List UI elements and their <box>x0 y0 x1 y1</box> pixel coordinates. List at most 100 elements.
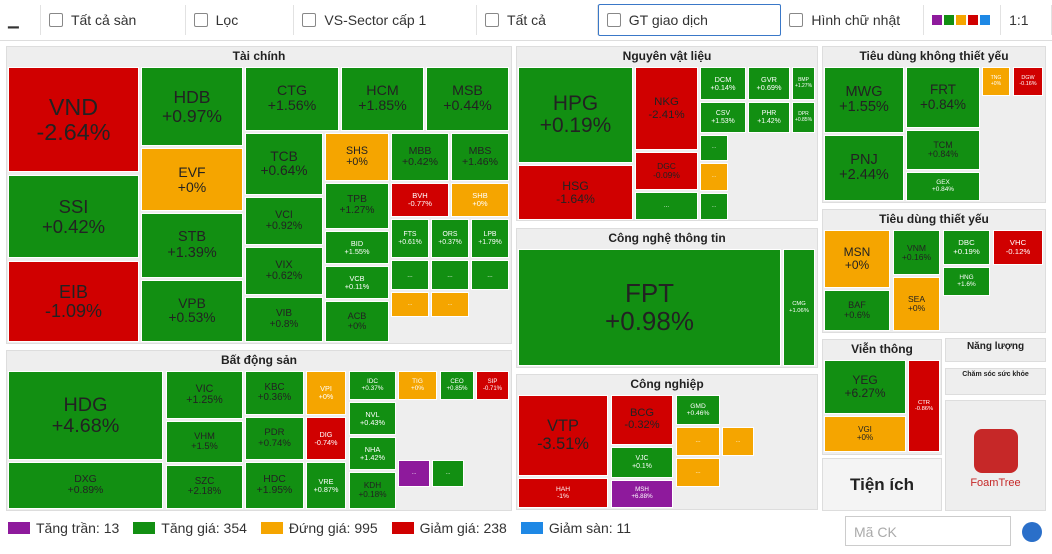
stock-tile[interactable]: FPT +0.98% <box>518 249 781 366</box>
stock-tile[interactable]: VJC +0.1% <box>611 447 673 478</box>
stock-tile[interactable]: SEA +0% <box>893 277 940 331</box>
stock-tile[interactable]: MBS +1.46% <box>451 133 509 181</box>
stock-tile[interactable]: VPB +0.53% <box>141 280 243 342</box>
stock-tile[interactable]: ... <box>722 427 754 456</box>
stock-tile[interactable]: CEO +0.85% <box>440 371 474 400</box>
stock-tile[interactable]: VNM +0.16% <box>893 230 940 275</box>
stock-tile[interactable]: BID +1.55% <box>325 231 389 264</box>
stock-tile[interactable]: DGW -0.16% <box>1013 67 1043 96</box>
stock-tile[interactable]: VCB +0.11% <box>325 266 389 299</box>
stock-tile[interactable]: TIG +0% <box>398 371 437 400</box>
stock-tile[interactable]: SIP -0.71% <box>476 371 509 400</box>
stock-tile[interactable]: HAH -1% <box>518 478 608 508</box>
stock-tile[interactable]: HCM +1.85% <box>341 67 424 131</box>
stock-tile[interactable]: ACB +0% <box>325 301 389 342</box>
stock-tile[interactable]: CTR -0.86% <box>908 360 940 452</box>
stock-tile[interactable]: MSB +0.44% <box>426 67 509 131</box>
toolbar-item[interactable]: Tất cả sàn <box>41 5 186 35</box>
stock-tile[interactable]: HSG -1.64% <box>518 165 633 220</box>
stock-tile[interactable]: VCI +0.92% <box>245 197 323 245</box>
stock-tile[interactable]: BAF +0.6% <box>824 290 890 331</box>
stock-tile[interactable]: ... <box>431 260 469 290</box>
stock-tile[interactable]: VRE +0.87% <box>306 462 346 509</box>
stock-tile[interactable]: MBB +0.42% <box>391 133 449 181</box>
stock-tile[interactable]: VIB +0.8% <box>245 297 323 342</box>
stock-tile[interactable]: VIX +0.62% <box>245 247 323 295</box>
stock-tile[interactable]: ... <box>635 192 698 220</box>
stock-tile[interactable]: SHS +0% <box>325 133 389 181</box>
stock-tile[interactable]: NKG -2.41% <box>635 67 698 150</box>
stock-tile[interactable]: ... <box>700 163 728 191</box>
stock-tile[interactable]: NHA +1.42% <box>349 437 396 470</box>
stock-tile[interactable]: SZC +2.18% <box>166 465 243 509</box>
toolbar-item[interactable]: Lọc <box>186 5 295 35</box>
stock-tile[interactable]: LPB +1.79% <box>471 219 509 258</box>
stock-tile[interactable]: BMP +1.27% <box>792 67 815 100</box>
sector[interactable]: Tiện ích <box>822 458 942 511</box>
stock-tile[interactable]: FRT +0.84% <box>906 67 980 128</box>
toolbar-item[interactable]: Tất cả <box>477 5 598 35</box>
stock-tile[interactable]: DBC +0.19% <box>943 230 990 265</box>
stock-tile[interactable]: MSH +6.88% <box>611 480 673 508</box>
stock-tile[interactable]: FTS +0.61% <box>391 219 429 258</box>
stock-tile[interactable]: ... <box>431 292 469 317</box>
stock-tile[interactable]: ... <box>471 260 509 290</box>
toolbar-item[interactable]: GT giao dịch <box>597 4 782 36</box>
legend-item[interactable]: Giảm giá: 238 <box>391 520 507 536</box>
stock-tile[interactable]: HNG +1.6% <box>943 267 990 296</box>
stock-tile[interactable]: MSN +0% <box>824 230 890 288</box>
stock-tile[interactable]: TCB +0.64% <box>245 133 323 195</box>
stock-tile[interactable]: DCM +0.14% <box>700 67 746 100</box>
stock-tile[interactable]: ... <box>432 460 464 487</box>
legend-item[interactable]: Tăng giá: 354 <box>133 520 247 536</box>
stock-tile[interactable]: HDG +4.68% <box>8 371 163 460</box>
stock-tile[interactable]: STB +1.39% <box>141 213 243 278</box>
stock-tile[interactable]: CMG +1.06% <box>783 249 815 366</box>
toolbar-item[interactable]: Hình chữ nhật <box>781 5 925 35</box>
stock-tile[interactable]: ... <box>391 260 429 290</box>
stock-tile[interactable]: CSV +1.53% <box>700 102 746 133</box>
stock-tile[interactable]: TNG +0% <box>982 67 1010 96</box>
stock-tile[interactable]: DIG -0.74% <box>306 417 346 460</box>
stock-tile[interactable]: ... <box>676 458 720 487</box>
stock-tile[interactable]: VHC -0.12% <box>993 230 1043 265</box>
stock-tile[interactable]: DPR +0.85% <box>792 102 815 133</box>
globe-icon[interactable] <box>1022 522 1042 542</box>
stock-tile[interactable]: VPI +0% <box>306 371 346 415</box>
stock-tile[interactable]: ... <box>700 193 728 220</box>
stock-tile[interactable]: VIC +1.25% <box>166 371 243 419</box>
stock-tile[interactable]: ... <box>398 460 430 487</box>
stock-tile[interactable]: KDH +0.18% <box>349 472 396 509</box>
stock-tile[interactable]: ORS +0.37% <box>431 219 469 258</box>
stock-tile[interactable]: PHR +1.42% <box>748 102 790 133</box>
stock-tile[interactable]: SSI +0.42% <box>8 175 139 258</box>
stock-tile[interactable]: ... <box>676 427 720 456</box>
stock-tile[interactable]: PNJ +2.44% <box>824 135 904 201</box>
stock-tile[interactable]: IDC +0.37% <box>349 371 396 400</box>
stock-tile[interactable]: GMD +0.46% <box>676 395 720 425</box>
palette[interactable] <box>924 5 1002 35</box>
stock-tile[interactable]: TCM +0.84% <box>906 130 980 170</box>
stock-tile[interactable]: VHM +1.5% <box>166 421 243 463</box>
stock-tile[interactable]: EVF +0% <box>141 148 243 211</box>
stock-tile[interactable]: EIB -1.09% <box>8 261 139 342</box>
stock-tile[interactable]: KBC +0.36% <box>245 371 304 415</box>
search-input[interactable]: Mã CK <box>845 516 1011 546</box>
legend-item[interactable]: Đứng giá: 995 <box>260 520 378 536</box>
stock-tile[interactable]: GVR +0.69% <box>748 67 790 100</box>
sector[interactable]: Chăm sóc sức khỏe <box>945 368 1046 395</box>
stock-tile[interactable]: NVL +0.43% <box>349 402 396 435</box>
collapse[interactable]: ▁ <box>0 5 41 35</box>
stock-tile[interactable]: ... <box>391 292 429 317</box>
stock-tile[interactable]: VND -2.64% <box>8 67 139 172</box>
stock-tile[interactable]: ... <box>700 135 728 161</box>
stock-tile[interactable]: DGC -0.09% <box>635 152 698 190</box>
stock-tile[interactable]: GEX +0.84% <box>906 172 980 201</box>
stock-tile[interactable]: CTG +1.56% <box>245 67 339 131</box>
stock-tile[interactable]: HDB +0.97% <box>141 67 243 146</box>
stock-tile[interactable]: HPG +0.19% <box>518 67 633 163</box>
sector[interactable]: Năng lượng <box>945 338 1046 362</box>
stock-tile[interactable]: BCG -0.32% <box>611 395 673 445</box>
stock-tile[interactable]: MWG +1.55% <box>824 67 904 133</box>
stock-tile[interactable]: PDR +0.74% <box>245 417 304 460</box>
